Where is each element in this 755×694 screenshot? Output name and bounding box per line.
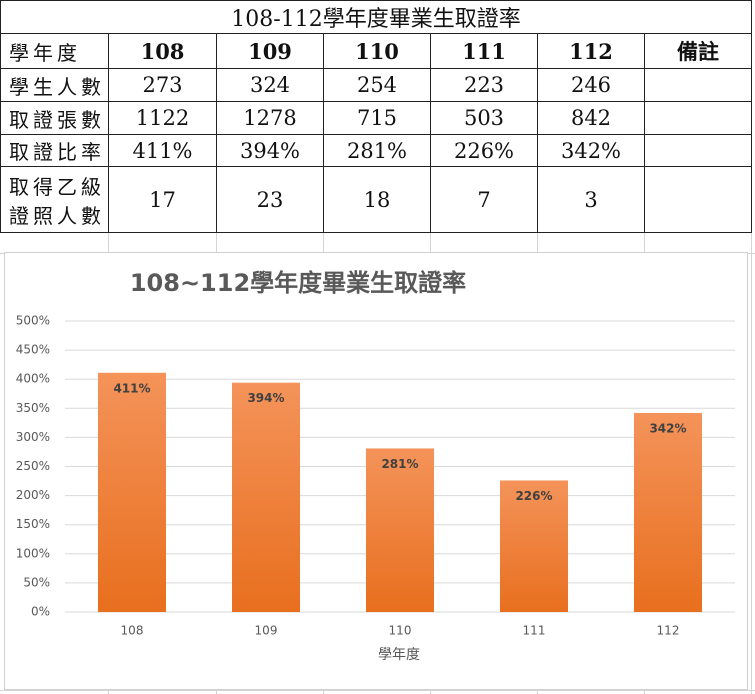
bar [366, 448, 434, 612]
y-tick-label: 100% [16, 546, 50, 560]
table-cell: 17 [108, 166, 217, 233]
empty-cell [644, 68, 752, 102]
bar [98, 372, 166, 612]
header-cell: 備註 [644, 33, 752, 69]
bar [500, 480, 568, 612]
y-tick-label: 450% [16, 343, 50, 357]
table-cell: 254 [323, 68, 431, 102]
table-cell: 246 [537, 68, 645, 102]
header-cell: 學年度 [0, 33, 109, 69]
header-cell: 110 [323, 33, 431, 69]
data-label: 394% [247, 391, 284, 405]
empty-cell [644, 101, 752, 135]
y-tick-label: 0% [31, 605, 50, 619]
header-cell: 109 [216, 33, 324, 69]
data-label: 281% [381, 457, 418, 471]
table-cell: 226% [430, 134, 538, 167]
x-tick-label: 108 [121, 624, 144, 638]
y-tick-label: 250% [16, 459, 50, 473]
data-label: 342% [649, 421, 686, 435]
row-label: 取證比率 [0, 134, 109, 167]
y-tick-label: 50% [23, 575, 50, 589]
table-cell: 3 [537, 166, 645, 233]
table-cell: 273 [108, 68, 217, 102]
table-cell: 1122 [108, 101, 217, 135]
table-cell: 18 [323, 166, 431, 233]
empty-cell [644, 134, 752, 167]
header-cell: 108 [108, 33, 217, 69]
data-label: 411% [113, 381, 150, 395]
table-title: 108-112學年度畢業生取證率 [0, 0, 752, 34]
bar [232, 382, 300, 612]
y-tick-label: 400% [16, 372, 50, 386]
table-cell: 342% [537, 134, 645, 167]
table-cell: 411% [108, 134, 217, 167]
table-cell: 223 [430, 68, 538, 102]
x-tick-label: 112 [657, 624, 680, 638]
chart: 108~112學年度畢業生取證率 學年度 0% 50% 100% 150% 200% 25… [4, 252, 748, 690]
table-cell: 281% [323, 134, 431, 167]
table-cell: 842 [537, 101, 645, 135]
row-label: 取得乙級證照人數 [0, 166, 109, 233]
data-label: 226% [515, 489, 552, 503]
bar [634, 412, 702, 612]
header-cell: 111 [430, 33, 538, 69]
table-cell: 23 [216, 166, 324, 233]
table-cell: 7 [430, 166, 538, 233]
header-cell: 112 [537, 33, 645, 69]
table-cell: 394% [216, 134, 324, 167]
x-tick-label: 110 [389, 624, 412, 638]
x-tick-label: 111 [523, 624, 546, 638]
y-tick-label: 200% [16, 488, 50, 502]
data-table: 108-112學年度畢業生取證率 學年度 108 109 110 111 112 備註學生人數… [0, 0, 752, 233]
row-label: 學生人數 [0, 68, 109, 102]
x-tick-label: 109 [255, 624, 278, 638]
chart-title: 108~112學年度畢業生取證率 [130, 269, 466, 297]
y-tick-label: 150% [16, 517, 50, 531]
table-cell: 715 [323, 101, 431, 135]
y-tick-label: 500% [16, 314, 50, 328]
table-cell: 503 [430, 101, 538, 135]
x-axis-title: 學年度 [378, 647, 420, 663]
y-tick-label: 300% [16, 430, 50, 444]
empty-cell [644, 166, 752, 233]
y-tick-label: 350% [16, 401, 50, 415]
table-cell: 1278 [216, 101, 324, 135]
row-label: 取證張數 [0, 101, 109, 135]
table-cell: 324 [216, 68, 324, 102]
